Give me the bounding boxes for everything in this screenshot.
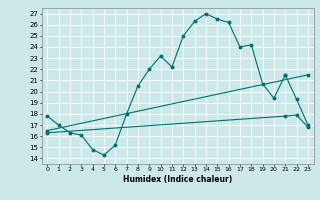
X-axis label: Humidex (Indice chaleur): Humidex (Indice chaleur) <box>123 175 232 184</box>
